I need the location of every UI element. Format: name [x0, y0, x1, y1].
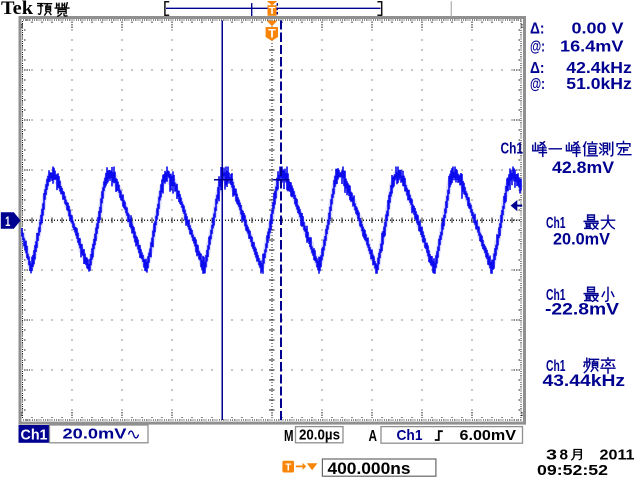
svg-text:Δ:: Δ:	[530, 60, 545, 77]
svg-text:T: T	[285, 462, 291, 473]
svg-text:16.4mV: 16.4mV	[560, 38, 624, 55]
svg-text:Ch1: Ch1	[546, 358, 566, 375]
svg-text:400.000ns: 400.000ns	[328, 460, 411, 478]
svg-text:Δ:: Δ:	[530, 20, 545, 37]
svg-text:8: 8	[560, 447, 569, 464]
svg-text:-22.8mV: -22.8mV	[545, 300, 620, 319]
svg-text:0.00 V: 0.00 V	[572, 20, 624, 37]
svg-text:20.0mV: 20.0mV	[63, 426, 127, 443]
svg-text:Ch1: Ch1	[501, 140, 524, 157]
svg-text:Ch1: Ch1	[397, 427, 423, 444]
svg-text:Ch1: Ch1	[546, 215, 566, 232]
svg-text:43.44kHz: 43.44kHz	[543, 371, 626, 390]
svg-text:42.4kHz: 42.4kHz	[566, 60, 632, 77]
svg-text:6.00mV: 6.00mV	[460, 427, 517, 444]
svg-text:@:: @:	[530, 38, 545, 55]
svg-text:Ch1: Ch1	[21, 427, 48, 444]
svg-text:20.0mV: 20.0mV	[553, 229, 611, 248]
svg-text:1: 1	[5, 213, 10, 229]
svg-text:T: T	[269, 5, 276, 17]
svg-text:3: 3	[546, 447, 557, 464]
svg-text:20.0µs: 20.0µs	[299, 427, 340, 444]
svg-text:T: T	[268, 27, 276, 41]
svg-text:09:52:52: 09:52:52	[537, 462, 608, 479]
svg-text:@:: @:	[530, 76, 545, 93]
svg-text:42.8mV: 42.8mV	[552, 158, 615, 177]
svg-text:A: A	[369, 428, 378, 445]
svg-text:2011: 2011	[600, 447, 635, 464]
svg-text:51.0kHz: 51.0kHz	[566, 76, 632, 93]
svg-text:M: M	[284, 428, 294, 445]
svg-text:Tek: Tek	[1, 0, 33, 19]
svg-text:Ch1: Ch1	[546, 287, 566, 304]
